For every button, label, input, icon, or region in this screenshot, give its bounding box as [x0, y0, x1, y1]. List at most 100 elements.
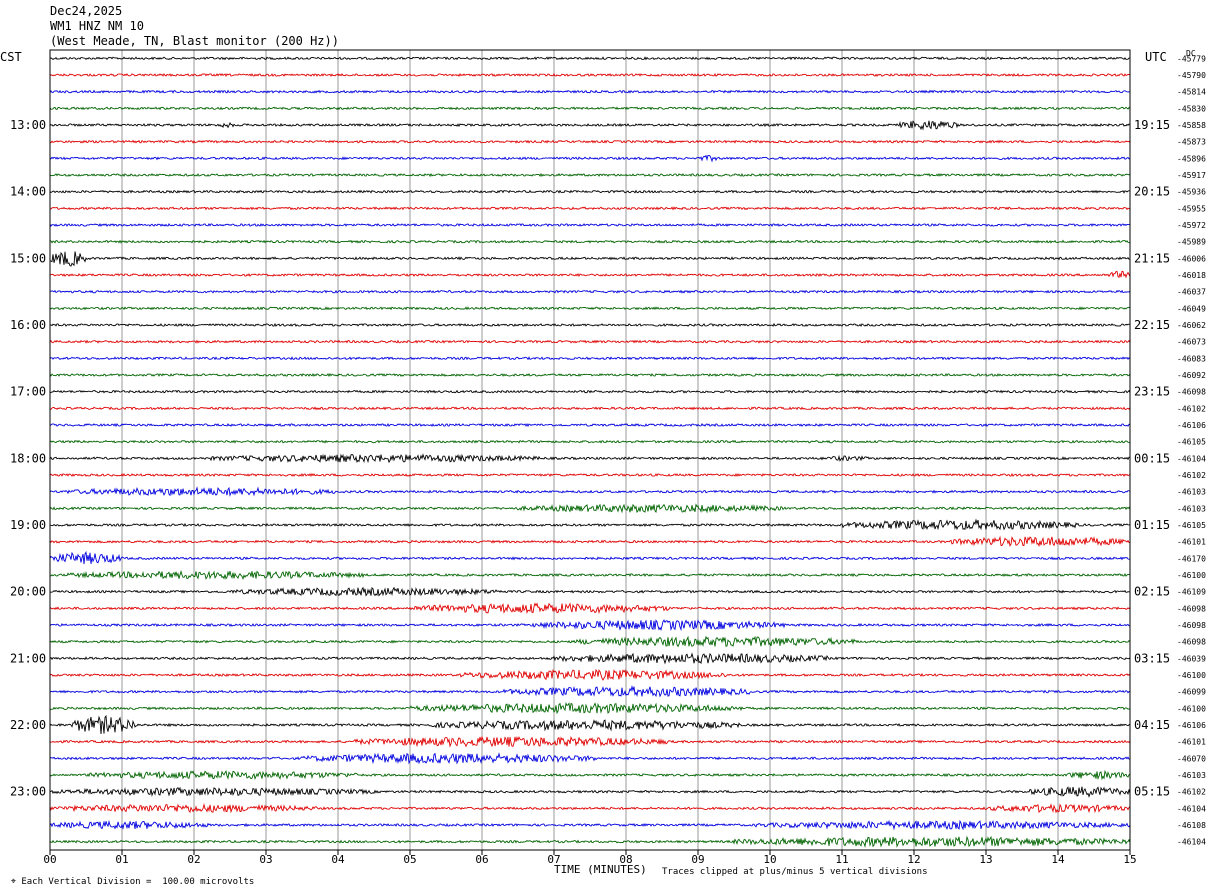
trace-offset-label: -45989 [1177, 238, 1206, 247]
right-hour-label: 02:15 [1134, 585, 1170, 599]
trace-offset-label: -46101 [1177, 538, 1206, 547]
trace-line [49, 120, 1131, 131]
trace-line [49, 206, 1131, 211]
trace-line [49, 472, 1131, 478]
trace-line [49, 619, 1131, 632]
scale-icon: ⌖ [10, 877, 22, 887]
trace-line [49, 752, 1131, 765]
trace-offset-label: -46100 [1177, 704, 1206, 713]
right-hour-label: 05:15 [1134, 785, 1170, 799]
trace-line [49, 139, 1131, 144]
left-hour-label: 20:00 [10, 585, 46, 599]
left-hour-label: 16:00 [10, 318, 46, 332]
x-tick-label: 10 [763, 853, 776, 866]
trace-offset-label: -46039 [1177, 654, 1206, 663]
trace-offset-label: -46104 [1177, 454, 1206, 463]
left-hour-label: 23:00 [10, 785, 46, 799]
trace-offset-label: -46102 [1177, 788, 1206, 797]
trace-line [49, 189, 1131, 194]
trace-line [49, 372, 1131, 378]
right-hour-label: 03:15 [1134, 651, 1170, 665]
trace-line [49, 339, 1131, 344]
right-hour-label: 19:15 [1134, 118, 1170, 132]
trace-line [49, 635, 1131, 648]
trace-offset-label: -46104 [1177, 804, 1206, 813]
trace-line [49, 735, 1131, 748]
trace-offset-label: -46105 [1177, 438, 1206, 447]
left-hour-label: 22:00 [10, 718, 46, 732]
trace-offset-label: -46100 [1177, 671, 1206, 680]
trace-line [49, 422, 1131, 428]
left-hour-labels: 13:00 14:00 15:00 16:00 17:00 18:00 19:00 20:00… [10, 118, 46, 799]
right-hour-label: 01:15 [1134, 518, 1170, 532]
trace-line [49, 239, 1131, 244]
plot-location: (West Meade, TN, Blast monitor (200 Hz)) [50, 34, 339, 48]
trace-line [49, 406, 1131, 411]
clip-note: Traces clipped at plus/minus 5 vertical … [662, 867, 928, 877]
trace-offset-label: -46170 [1177, 554, 1206, 563]
x-tick-label: 14 [1051, 853, 1065, 866]
trace-offset-label: -46098 [1177, 621, 1206, 630]
trace-line [49, 503, 1131, 514]
trace-offset-label: -45917 [1177, 171, 1206, 180]
trace-offset-label: -46006 [1177, 254, 1206, 263]
trace-offset-label: -46109 [1177, 588, 1206, 597]
trace-line [49, 550, 1131, 565]
trace-offset-label: -46100 [1177, 571, 1206, 580]
trace-line [49, 769, 1131, 781]
trace-line [49, 106, 1131, 111]
trace-line [49, 786, 1131, 798]
trace-offset-label: -46101 [1177, 738, 1206, 747]
trace-line [49, 306, 1131, 311]
trace-offset-label: -46104 [1177, 838, 1206, 847]
seismic-traces [49, 56, 1131, 848]
scale-legend: ⌖ Each Vertical Division = 100.00 microv… [0, 867, 255, 887]
scale-text: Each Vertical Division = 100.00 microvol… [21, 877, 255, 887]
trace-offset-label: -46105 [1177, 521, 1206, 530]
trace-offset-label: -46092 [1177, 371, 1206, 380]
trace-offset-label: -45955 [1177, 204, 1206, 213]
left-hour-label: 21:00 [10, 651, 46, 665]
trace-line [49, 518, 1131, 531]
trace-offset-label: -46103 [1177, 504, 1206, 513]
trace-offset-label: -46103 [1177, 771, 1206, 780]
plot-station: WM1 HNZ NM 10 [50, 19, 144, 33]
x-tick-label: 09 [691, 853, 704, 866]
trace-offset-label: -46108 [1177, 821, 1206, 830]
x-axis-label: TIME (MINUTES) [554, 863, 647, 876]
minute-gridlines [121, 50, 1059, 850]
left-hour-label: 17:00 [10, 385, 46, 399]
trace-line [49, 714, 1131, 734]
left-hour-label: 19:00 [10, 518, 46, 532]
right-timezone: UTC [1145, 50, 1167, 64]
trace-line [49, 652, 1131, 665]
x-tick-label: 00 [43, 853, 56, 866]
right-hour-label: 23:15 [1134, 385, 1170, 399]
trace-line [49, 835, 1131, 848]
trace-offset-label: -45896 [1177, 154, 1206, 163]
right-hour-label: 04:15 [1134, 718, 1170, 732]
x-tick-label: 05 [403, 853, 416, 866]
trace-offset-label: -46102 [1177, 471, 1206, 480]
trace-line [49, 602, 1131, 615]
left-hour-label: 18:00 [10, 451, 46, 465]
trace-offset-label: -45814 [1177, 88, 1206, 97]
trace-line [49, 251, 1131, 267]
trace-line [49, 89, 1131, 94]
trace-offset-label: -45830 [1177, 104, 1206, 113]
trace-line [49, 289, 1131, 294]
x-tick-label: 02 [187, 853, 200, 866]
x-tick-label: 04 [331, 853, 345, 866]
x-tick-label: 13 [979, 853, 992, 866]
trace-offset-label: -46018 [1177, 271, 1206, 280]
trace-line [49, 322, 1131, 327]
trace-line [49, 154, 1131, 163]
plot-date: Dec24,2025 [50, 4, 123, 18]
trace-offset-label: -46083 [1177, 354, 1206, 363]
trace-offset-labels: -45779 -45790 -45814 -45830 -45858 -45873 -458… [1177, 54, 1206, 846]
trace-line [49, 701, 1131, 715]
left-hour-label: 14:00 [10, 185, 46, 199]
trace-offset-label: -46103 [1177, 488, 1206, 497]
trace-line [49, 669, 1131, 681]
trace-line [49, 569, 1131, 581]
